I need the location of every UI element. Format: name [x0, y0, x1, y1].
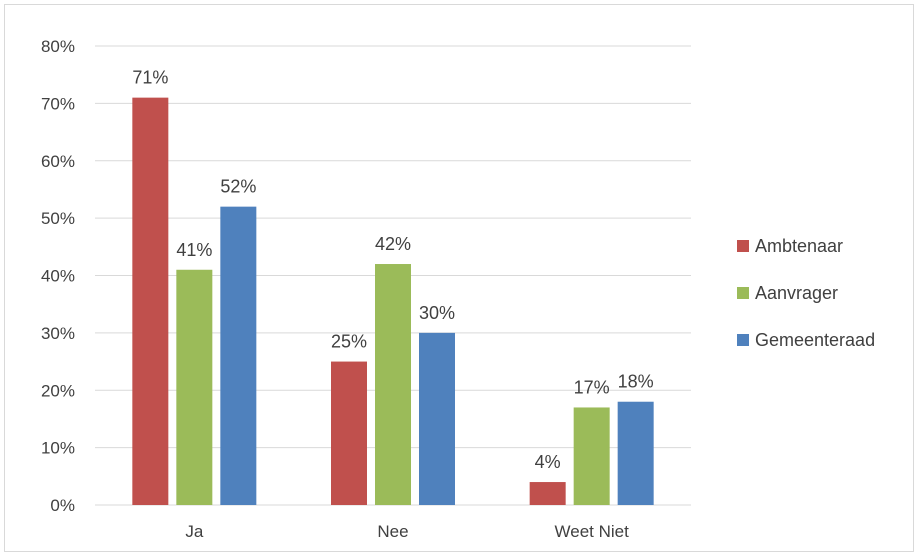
data-label: 18%: [618, 372, 654, 392]
bar-ambtenaar-nee: [331, 361, 367, 505]
legend-item-label: Gemeenteraad: [755, 330, 875, 350]
bars: [132, 97, 654, 505]
data-label: 41%: [176, 240, 212, 260]
y-tick-label: 10%: [41, 439, 75, 458]
data-label: 71%: [132, 68, 168, 88]
y-tick-label: 40%: [41, 267, 75, 286]
y-tick-label: 70%: [41, 94, 75, 113]
y-tick-label: 60%: [41, 152, 75, 171]
x-axis-ticks: Ja Nee Weet Niet: [185, 522, 629, 541]
y-axis-ticks: 0% 10% 20% 30% 40% 50% 60% 70% 80%: [41, 37, 75, 515]
legend: Ambtenaar Aanvrager Gemeenteraad: [737, 236, 875, 350]
data-labels: 71% 41% 52% 25% 42% 30% 4% 17% 18%: [132, 68, 653, 472]
data-label: 17%: [574, 377, 610, 397]
bar-aanvrager-nee: [375, 264, 411, 505]
legend-item-label: Aanvrager: [755, 283, 838, 303]
x-tick-label: Ja: [185, 522, 204, 541]
y-tick-label: 80%: [41, 37, 75, 56]
data-label: 30%: [419, 303, 455, 323]
legend-swatch: [737, 240, 749, 252]
bar-ambtenaar-ja: [132, 97, 169, 505]
bar-gemeenteraad-ja: [220, 206, 257, 505]
legend-swatch: [737, 334, 749, 346]
x-tick-label: Weet Niet: [555, 522, 630, 541]
bar-gemeenteraad-weet-niet: [617, 401, 654, 505]
y-tick-label: 20%: [41, 381, 75, 400]
bar-aanvrager-weet-niet: [573, 407, 610, 505]
data-label: 52%: [220, 177, 256, 197]
bar-gemeenteraad-nee: [419, 332, 455, 505]
y-tick-label: 50%: [41, 209, 75, 228]
data-label: 25%: [331, 332, 367, 352]
legend-swatch: [737, 287, 749, 299]
bar-chart: 0% 10% 20% 30% 40% 50% 60% 70% 80% 71% 41% 52% 25% 4…: [41, 37, 875, 541]
legend-item-label: Ambtenaar: [755, 236, 843, 256]
bar-aanvrager-ja: [176, 269, 213, 505]
chart-frame: 0% 10% 20% 30% 40% 50% 60% 70% 80% 71% 41% 52% 25% 4…: [4, 4, 914, 552]
y-tick-label: 0%: [50, 496, 75, 515]
data-label: 4%: [535, 452, 561, 472]
x-tick-label: Nee: [377, 522, 408, 541]
data-label: 42%: [375, 234, 411, 254]
bar-ambtenaar-weet-niet: [529, 482, 566, 505]
y-tick-label: 30%: [41, 324, 75, 343]
